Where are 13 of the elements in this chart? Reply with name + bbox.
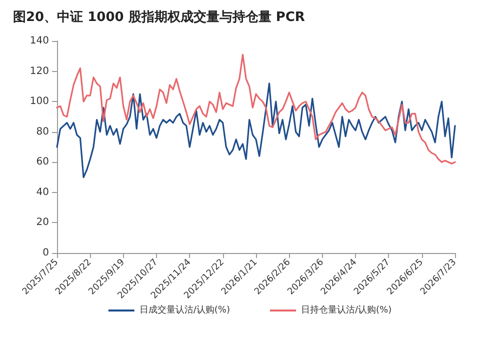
legend-label: 日持仓量认沽/认购(%) [301,304,392,316]
legend-label: 日成交量认沽/认购(%) [139,304,230,316]
line-series [56,82,456,178]
y-tick-label: 80 [36,126,49,138]
y-tick-label: 40 [36,186,49,198]
y-tick-label: 20 [36,217,49,228]
line-series [56,54,456,164]
y-tick-label: 0 [42,248,49,258]
y-tick-label: 100 [30,96,49,108]
y-tick-label: 60 [36,156,49,168]
chart-title: 图20、中证 1000 股指期权成交量与持仓量 PCR [13,9,305,25]
y-tick-label: 140 [30,36,49,46]
y-tick-label: 120 [30,66,49,77]
